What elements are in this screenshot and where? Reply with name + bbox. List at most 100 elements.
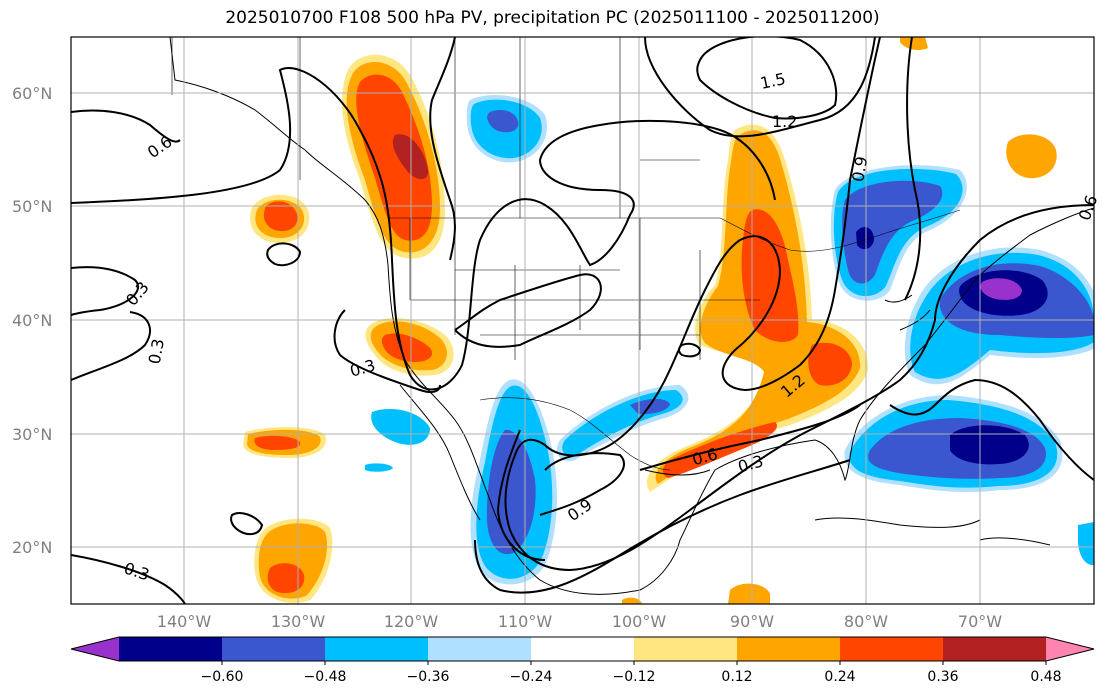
pv-contour — [71, 67, 776, 391]
precip-positive-region — [1006, 134, 1057, 179]
coastline — [169, 37, 1094, 595]
precip-positive-region — [381, 333, 433, 362]
precip-positive-region — [741, 209, 799, 342]
contour-label: 0.6 — [144, 132, 176, 162]
precip-negative-region — [1078, 522, 1094, 566]
precip-negative-region — [365, 463, 393, 472]
country-border — [388, 209, 961, 252]
contour-label: 0.6 — [1075, 193, 1102, 223]
contour-label: 0.3 — [122, 278, 153, 310]
pv-contour — [678, 342, 702, 358]
pv-contour — [496, 429, 546, 561]
pv-contour — [71, 311, 151, 381]
contour-label: 0.3 — [122, 558, 152, 584]
contour-label: 0.9 — [564, 495, 596, 525]
lat-label-20n: 20°N — [12, 538, 52, 557]
pv-contour — [889, 378, 1094, 481]
province-border — [171, 37, 700, 218]
colorbar-tick-label: 0.36 — [927, 669, 958, 685]
lon-label-100w: 100°W — [612, 612, 667, 631]
colorbar-tick-label: 0.24 — [824, 669, 855, 685]
colorbar-segment — [840, 637, 944, 661]
pv-contour — [504, 37, 936, 572]
coastline — [644, 469, 711, 476]
lon-label-70w: 70°W — [958, 612, 1002, 631]
pv-contour — [934, 204, 1094, 321]
pv-contour — [266, 242, 302, 267]
coastline-layer — [169, 37, 1094, 595]
coastline — [814, 517, 981, 528]
pv-contour-layer — [71, 37, 1094, 604]
precip-positive-region — [254, 435, 301, 450]
precip-positive-region — [900, 37, 928, 50]
contour-label: 0.3 — [145, 337, 168, 365]
lon-label-120w: 120°W — [384, 612, 439, 631]
pv-contour — [230, 512, 264, 536]
country-border — [479, 397, 671, 471]
pv-contour — [474, 459, 851, 594]
colorbar-tick-label: 0.48 — [1030, 669, 1061, 685]
colorbar-tick-label: −0.60 — [201, 669, 244, 685]
pv-contour — [71, 554, 186, 604]
coastline — [979, 537, 1051, 546]
pv-contour — [71, 266, 140, 316]
precip-negative-region — [371, 408, 430, 445]
colorbar-tick-label: −0.12 — [613, 669, 656, 685]
precip-positive-region — [356, 74, 432, 241]
pv-contour — [71, 109, 181, 143]
colorbar-extend-low — [71, 637, 119, 661]
precip-positive-region — [728, 583, 770, 604]
colorbar-extend-high — [1046, 637, 1094, 661]
contour-label: 1.2 — [772, 112, 797, 131]
lon-label-80w: 80°W — [844, 612, 888, 631]
precip-positive-region — [662, 422, 777, 478]
colorbar-segment — [325, 637, 429, 661]
colorbar-segment — [634, 637, 738, 661]
pv-contour — [454, 273, 602, 348]
longitude-labels: 140°W 130°W 120°W 110°W 100°W 90°W 80°W … — [157, 612, 1002, 631]
coastline — [884, 294, 931, 331]
border-layer — [171, 37, 961, 471]
colorbar-tick-label: −0.24 — [510, 669, 553, 685]
lon-label-110w: 110°W — [498, 612, 553, 631]
pv-contour — [539, 452, 625, 516]
pv-contour — [696, 37, 838, 120]
lat-label-60n: 60°N — [12, 84, 52, 103]
colorbar-segment — [737, 637, 841, 661]
colorbar-segment — [222, 637, 326, 661]
colorbar-segment — [119, 637, 223, 661]
lon-label-130w: 130°W — [271, 612, 326, 631]
precip-positive-region — [622, 597, 642, 604]
colorbar-tick-label: −0.48 — [304, 669, 347, 685]
pv-contour — [904, 37, 922, 301]
contour-label: 0.9 — [848, 155, 871, 183]
colorbar-segment — [943, 637, 1047, 661]
coastline — [399, 384, 481, 521]
precip-negative-region — [487, 109, 519, 133]
map-title: 2025010700 F108 500 hPa PV, precipitatio… — [225, 8, 880, 28]
contour-label: 0.3 — [348, 356, 378, 381]
pv-contour — [333, 309, 441, 394]
colorbar-tick-label: −0.36 — [407, 669, 450, 685]
lat-label-50n: 50°N — [12, 197, 52, 216]
latitude-labels: 60°N 50°N 40°N 30°N 20°N — [12, 84, 52, 557]
contour-label: 0.3 — [736, 451, 766, 476]
precip-negative-region — [980, 278, 1022, 300]
lat-label-30n: 30°N — [12, 425, 52, 444]
state-border — [409, 218, 760, 360]
lat-label-40n: 40°N — [12, 311, 52, 330]
lon-label-90w: 90°W — [730, 612, 774, 631]
lon-label-140w: 140°W — [157, 612, 212, 631]
pv-contour — [639, 404, 861, 471]
contour-label: 1.5 — [758, 69, 787, 93]
precip-positive-region — [808, 342, 852, 386]
precip-positive-region — [267, 563, 305, 594]
colorbar: −0.60 −0.48 −0.36 −0.24 −0.12 0.12 0.24 0.36 0.4… — [70, 636, 1095, 685]
precip-negative-region — [856, 226, 874, 250]
precip-positive-region — [263, 201, 298, 232]
colorbar-segment — [531, 637, 635, 661]
colorbar-outline — [70, 636, 1095, 662]
colorbar-segment — [428, 637, 532, 661]
precip-negative-region — [950, 425, 1029, 465]
